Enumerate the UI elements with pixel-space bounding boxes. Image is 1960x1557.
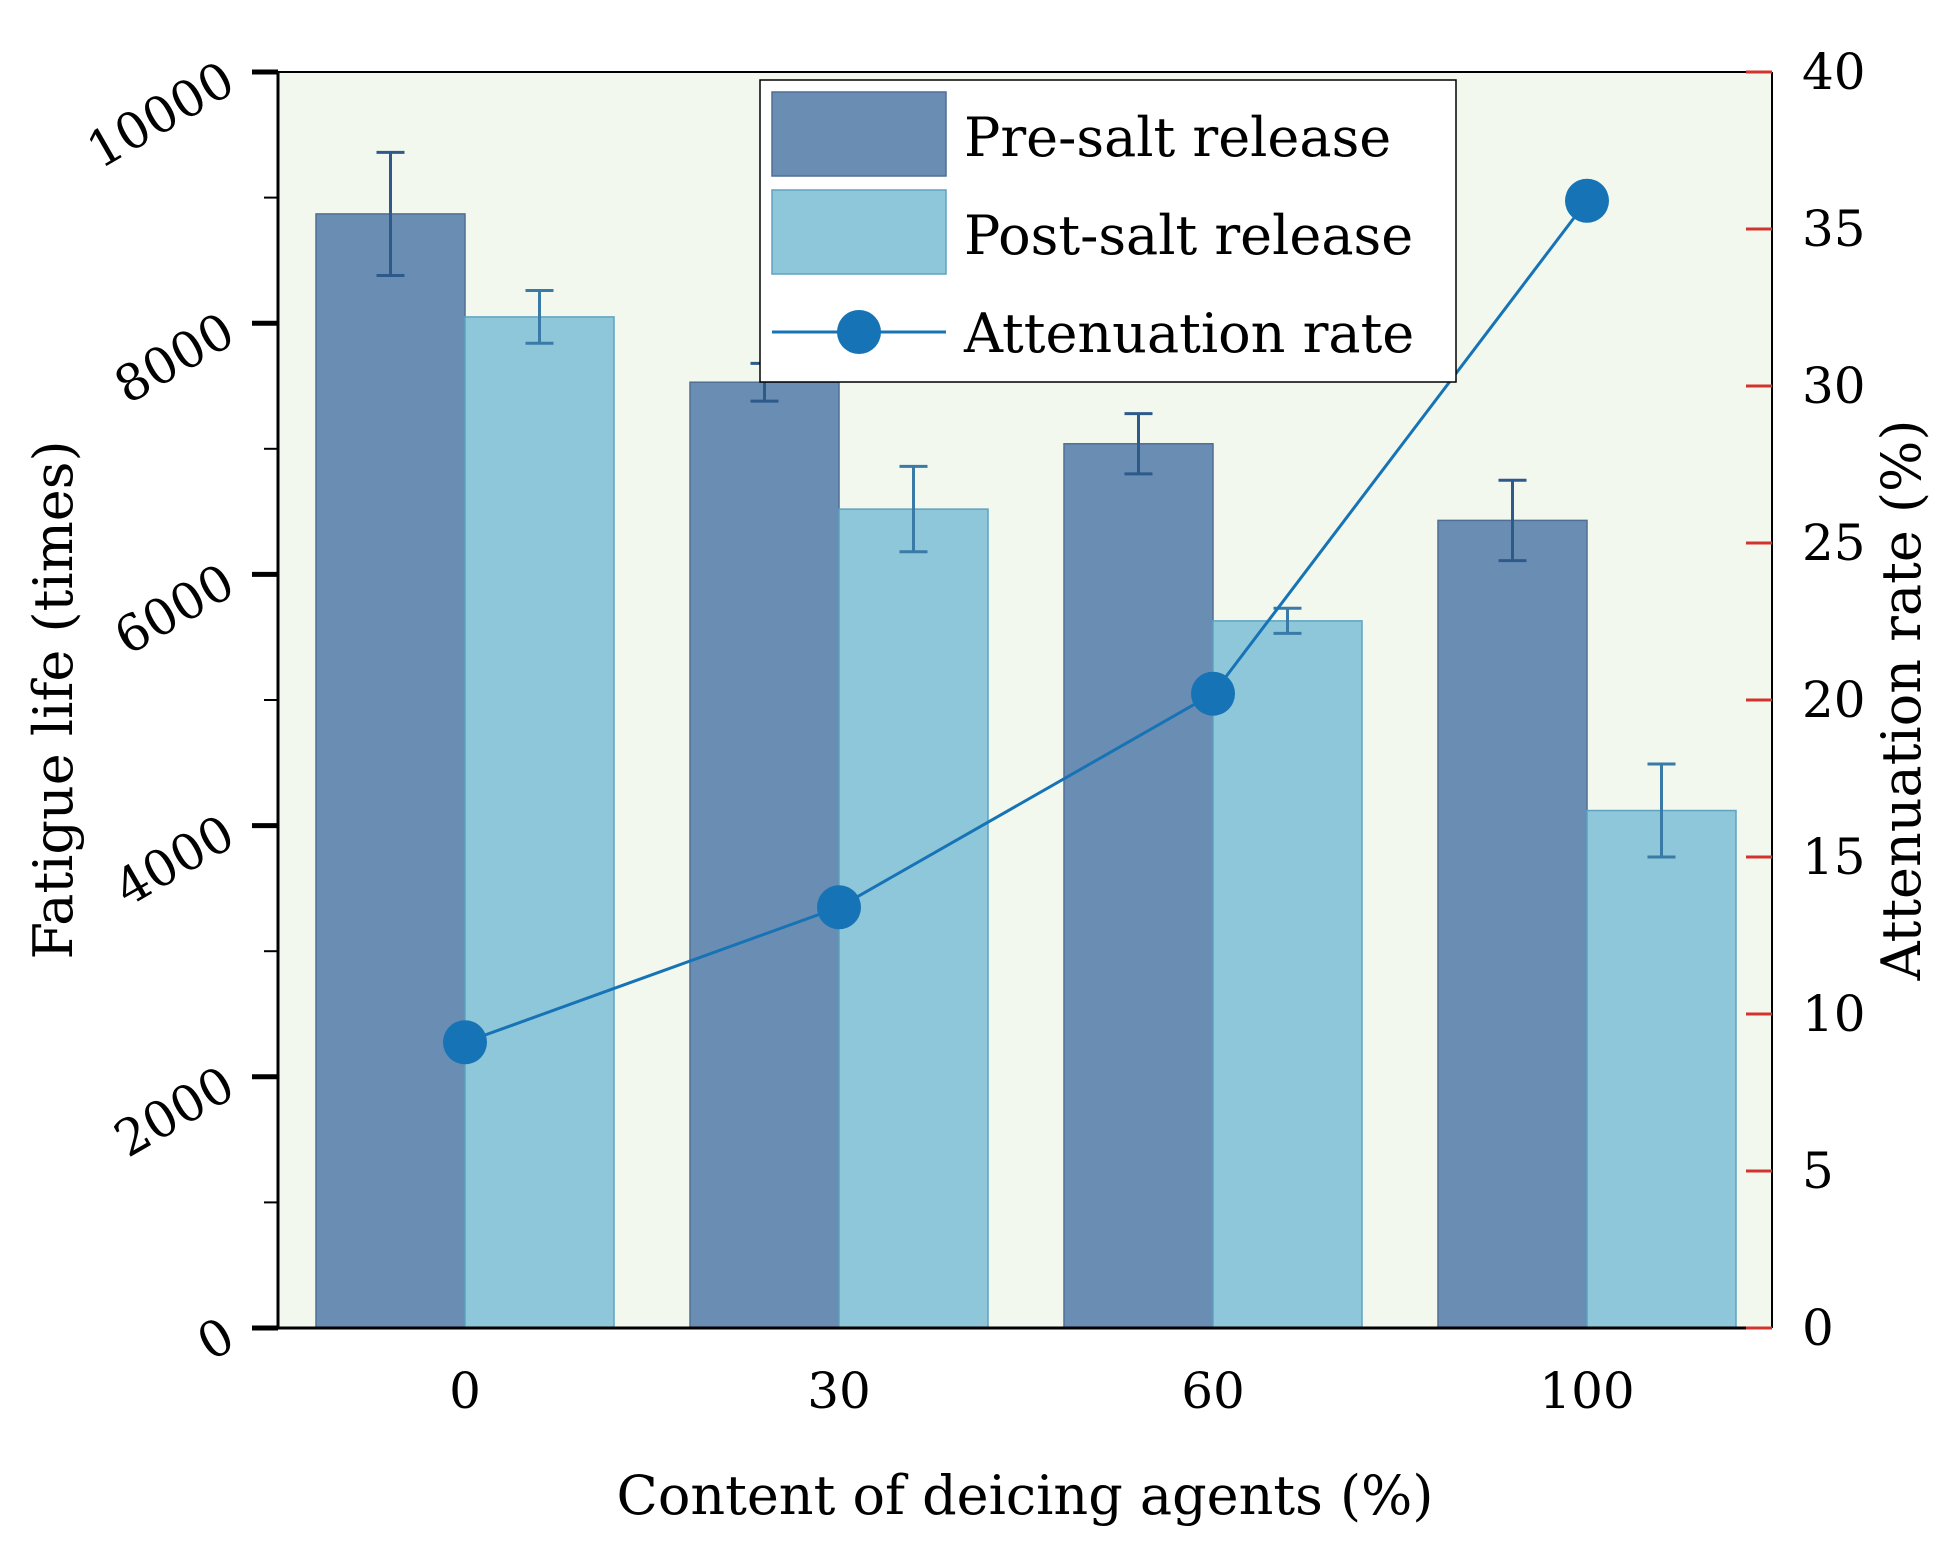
y-axis-title: Fatigue life (times) xyxy=(22,440,85,959)
legend-marker-attenuation xyxy=(837,310,881,354)
y2-tick-label: 15 xyxy=(1802,828,1866,886)
y2-tick-label: 0 xyxy=(1802,1299,1834,1357)
attenuation-line xyxy=(464,199,1589,1044)
legend-label-post-salt: Post-salt release xyxy=(964,204,1413,267)
attenuation-point-60 xyxy=(1191,671,1235,716)
bar-post-salt-30 xyxy=(838,508,989,1329)
legend-swatch-post-salt xyxy=(771,189,947,275)
x-tick-label: 30 xyxy=(807,1362,871,1420)
y-tick-label: 10000 xyxy=(77,50,244,180)
x-axis-title: Content of deicing agents (%) xyxy=(617,1464,1434,1527)
y-tick-label: 6000 xyxy=(105,553,244,667)
bar-pre-salt-0 xyxy=(315,213,466,1329)
attenuation-line-layer xyxy=(443,178,1609,1065)
y2-tick-label: 10 xyxy=(1802,985,1866,1043)
y2-axis-title: Attenuation rate (%) xyxy=(1870,420,1933,982)
error-bar-pre-salt-60 xyxy=(1124,412,1153,476)
bars-layer xyxy=(315,213,1737,1329)
y2-tick-label: 5 xyxy=(1802,1142,1834,1200)
error-bar-post-salt-100 xyxy=(1647,762,1676,859)
bar-pre-salt-30 xyxy=(689,381,840,1329)
legend: Pre-salt release Post-salt release Atten… xyxy=(759,79,1457,383)
y2-tick-label: 40 xyxy=(1802,43,1866,101)
error-bar-pre-salt-0 xyxy=(376,150,405,277)
legend-label-attenuation: Attenuation rate xyxy=(963,302,1414,365)
legend-swatch-pre-salt xyxy=(771,91,947,177)
y-tick-label: 4000 xyxy=(105,804,244,918)
bar-post-salt-60 xyxy=(1212,620,1363,1329)
bar-pre-salt-60 xyxy=(1063,443,1214,1329)
y2-tick-label: 25 xyxy=(1802,514,1866,572)
x-tick-label: 60 xyxy=(1181,1362,1245,1420)
attenuation-point-0 xyxy=(443,1020,487,1065)
bar-post-salt-100 xyxy=(1586,809,1737,1329)
y-tick-label: 8000 xyxy=(105,301,244,415)
bar-post-salt-0 xyxy=(464,316,615,1329)
x-tick-label: 100 xyxy=(1539,1362,1634,1420)
y-tick-label: 0 xyxy=(187,1306,244,1372)
attenuation-point-100 xyxy=(1565,178,1609,223)
bar-pre-salt-100 xyxy=(1437,519,1588,1329)
y2-tick-label: 35 xyxy=(1802,200,1866,258)
legend-label-pre-salt: Pre-salt release xyxy=(964,106,1391,169)
y2-tick-label: 20 xyxy=(1802,671,1866,729)
error-bar-post-salt-0 xyxy=(525,289,554,345)
error-bar-pre-salt-100 xyxy=(1498,478,1527,563)
y-tick-label: 2000 xyxy=(105,1055,244,1169)
x-tick-label: 0 xyxy=(449,1362,481,1420)
y2-tick-label: 30 xyxy=(1802,357,1866,415)
attenuation-point-30 xyxy=(817,885,861,930)
error-bar-post-salt-30 xyxy=(899,464,928,554)
